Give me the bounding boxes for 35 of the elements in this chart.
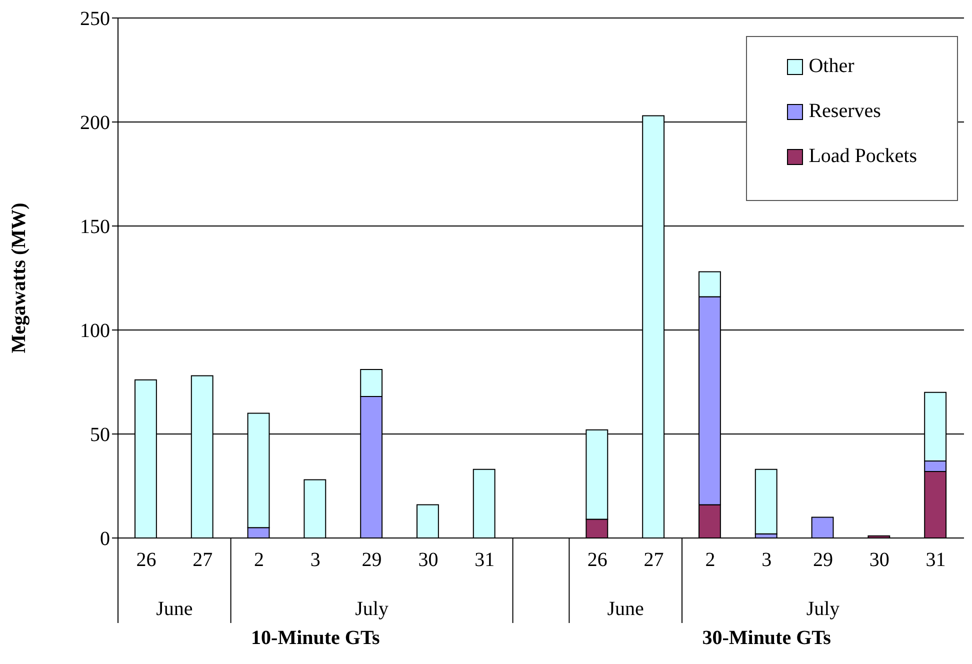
text: July: [806, 598, 840, 620]
x-tick-label: 31: [474, 549, 495, 572]
x-tick-label: 30: [418, 549, 438, 572]
y-tick-label: 150: [80, 216, 110, 238]
text: June: [156, 598, 193, 620]
x-tick-label: 2: [705, 549, 716, 572]
x-tick-label: 26: [136, 549, 156, 572]
x-tick-label: 3: [310, 549, 320, 572]
y-tick-label: 50: [90, 424, 110, 446]
y-tick-label: 200: [80, 112, 110, 134]
x-tick-label: 31: [926, 549, 946, 572]
y-tick-label: 250: [80, 8, 110, 30]
x-tick-label: 27: [644, 549, 664, 572]
x-tick-label: 3: [762, 549, 772, 572]
legend-label: Load Pockets: [808, 145, 917, 168]
text: 10-Minute GTs: [251, 627, 380, 649]
x-tick-label: 29: [813, 549, 833, 572]
text: June: [607, 598, 644, 620]
bar: [416, 504, 439, 538]
legend-label: Reserves: [808, 100, 881, 123]
bar: [754, 468, 778, 534]
text: 30-Minute GTs: [702, 627, 832, 649]
text: July: [355, 598, 388, 620]
x-tick-label: 2: [254, 549, 264, 572]
legend-label: Other: [808, 55, 854, 78]
y-tick-label: 0: [100, 528, 110, 550]
x-tick-label: 27: [192, 549, 213, 572]
x-tick-label: 26: [587, 549, 608, 572]
y-tick-label: 100: [80, 320, 110, 342]
x-tick-label: 30: [869, 549, 890, 572]
bar: [811, 516, 834, 538]
y-axis-title: Megawatts (MW): [8, 202, 30, 354]
bar: [304, 479, 326, 538]
x-tick-label: 29: [362, 549, 382, 572]
bar: [472, 468, 496, 538]
